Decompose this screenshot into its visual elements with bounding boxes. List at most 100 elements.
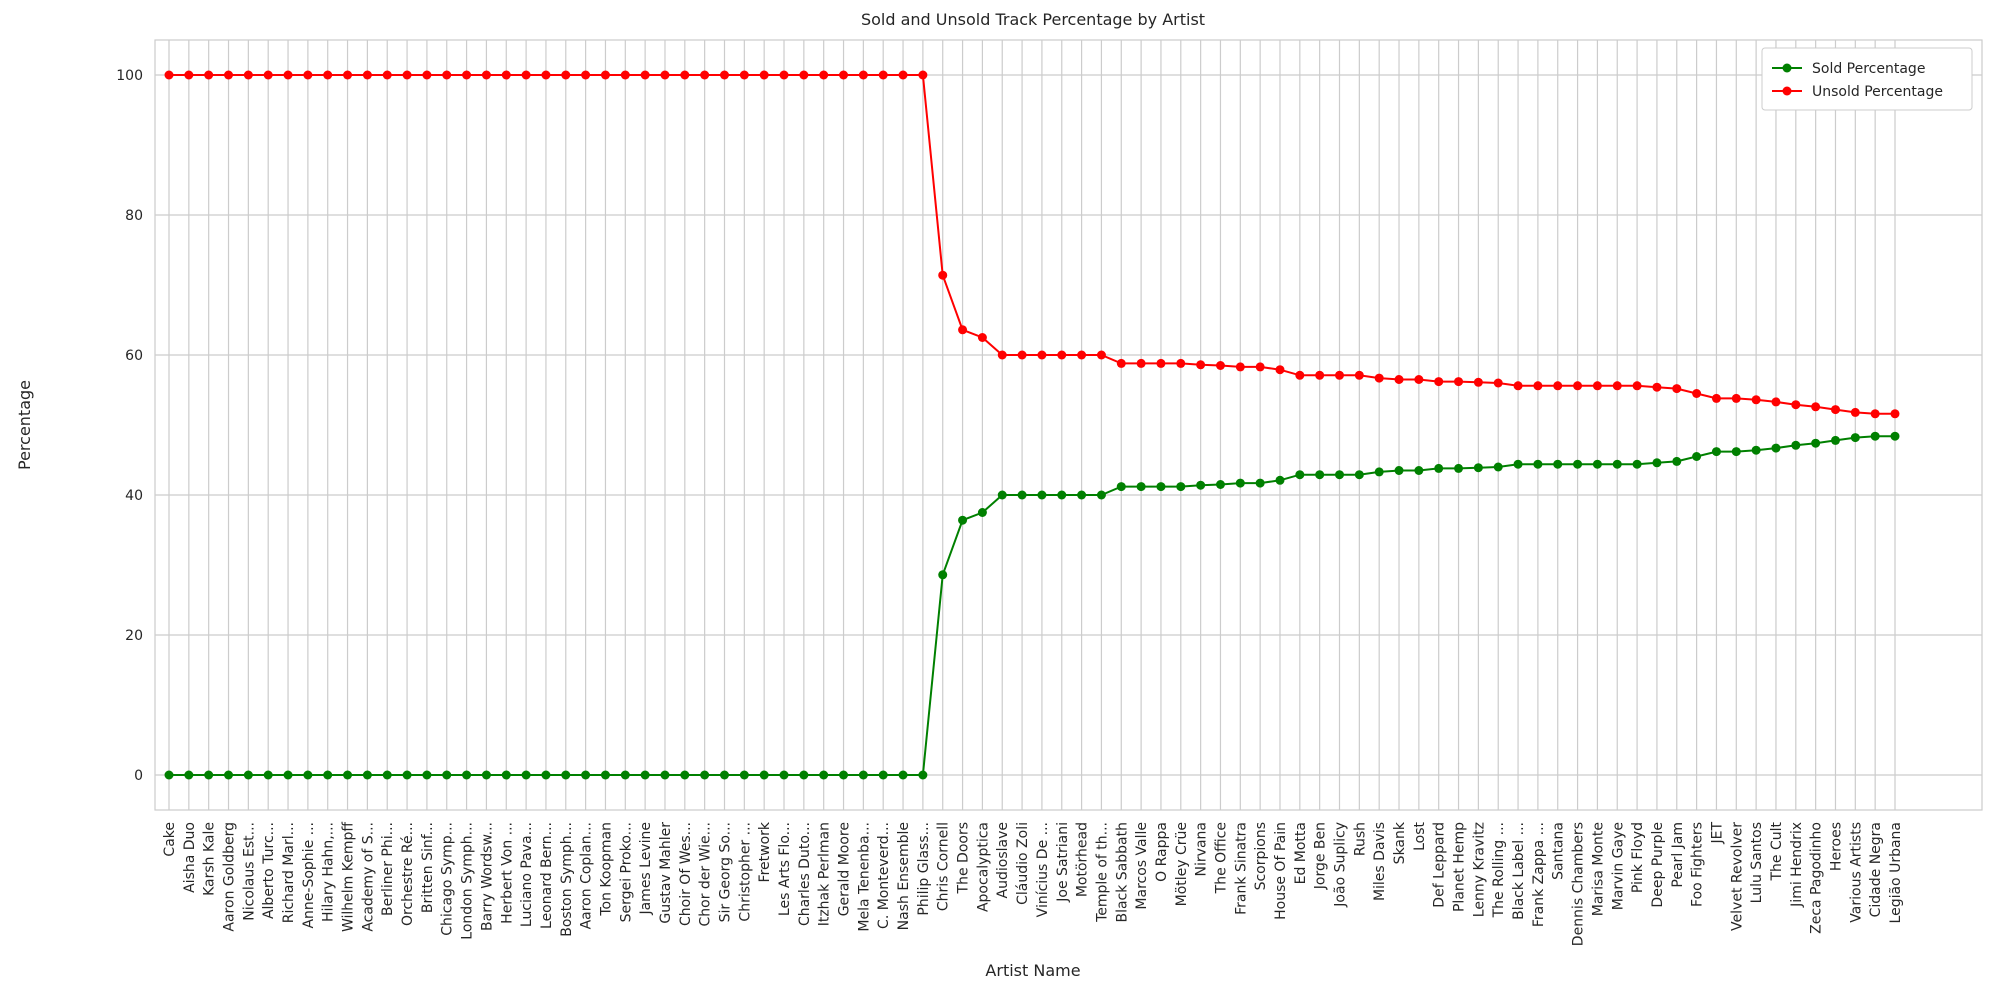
x-tick-label: James Levine [638, 822, 654, 916]
data-point [1791, 400, 1801, 410]
data-point [1017, 350, 1027, 360]
data-point [442, 770, 452, 780]
data-point [1434, 463, 1444, 473]
data-point [541, 770, 551, 780]
x-tick-label: Richard Marl... [281, 822, 297, 923]
data-point [1196, 360, 1206, 370]
x-tick-label: Barry Wordsw... [479, 822, 495, 931]
data-point [1057, 490, 1067, 500]
x-tick-label: Legião Urbana [1888, 822, 1904, 923]
legend-marker [1782, 86, 1792, 96]
data-point [1374, 467, 1384, 477]
data-point [977, 333, 987, 342]
data-point [779, 770, 789, 780]
data-point [1592, 459, 1602, 469]
legend-label: Sold Percentage [1812, 61, 1925, 77]
data-point [1275, 365, 1285, 375]
data-point [1096, 350, 1106, 360]
data-point [719, 70, 729, 80]
data-point [1652, 458, 1662, 468]
data-point [283, 70, 293, 80]
data-point [1830, 405, 1840, 415]
data-point [1731, 393, 1741, 403]
data-point [1751, 395, 1761, 405]
data-point [1890, 431, 1900, 441]
x-tick-label: Scorpions [1253, 822, 1269, 890]
x-tick-label: Charles Duto... [797, 822, 813, 926]
x-tick-label: Orchestre Ré... [400, 822, 416, 926]
data-point [1850, 433, 1860, 443]
data-point [1077, 350, 1087, 360]
data-point [462, 70, 472, 80]
data-point [243, 70, 253, 80]
data-point [1751, 445, 1761, 455]
data-point [1156, 482, 1166, 492]
data-point [1692, 389, 1702, 398]
data-point [1354, 470, 1364, 480]
data-point [1672, 456, 1682, 466]
data-point [164, 770, 174, 780]
y-tick-label: 100 [116, 68, 143, 84]
data-point [561, 70, 571, 80]
data-point [1116, 482, 1126, 492]
x-tick-label: Frank Sinatra [1233, 822, 1249, 915]
data-point [362, 70, 372, 80]
x-tick-label: Cláudio Zoli [1015, 822, 1031, 905]
data-point [1850, 407, 1860, 417]
x-tick-label: Rush [1352, 822, 1368, 856]
x-tick-label: Black Sabbath [1114, 822, 1130, 923]
data-point [1255, 478, 1265, 488]
y-tick-label: 0 [134, 768, 143, 784]
data-point [1255, 362, 1265, 372]
x-tick-label: Marisa Monte [1590, 822, 1606, 916]
data-point [1652, 382, 1662, 392]
data-point [1136, 482, 1146, 492]
data-point [1731, 447, 1741, 457]
data-point [1176, 358, 1186, 368]
data-point [501, 770, 511, 780]
data-point [1394, 375, 1404, 384]
x-tick-label: Black Label ... [1511, 822, 1527, 920]
x-tick-label: Gerald Moore [837, 822, 853, 916]
x-tick-label: Velvet Revolver [1729, 822, 1745, 931]
x-tick-label: Motörhead [1075, 822, 1091, 897]
data-point [1890, 409, 1900, 419]
data-point [1374, 373, 1384, 383]
data-point [1553, 459, 1563, 469]
x-tick-label: Skank [1392, 821, 1408, 864]
x-tick-label: Academy of S... [360, 822, 376, 932]
x-tick-label: Dennis Chambers [1571, 822, 1587, 946]
x-tick-label: Aaron Goldberg [222, 822, 238, 932]
data-point [997, 490, 1007, 500]
x-tick-label: Lulu Santos [1749, 822, 1765, 903]
data-point [1354, 370, 1364, 380]
plot-frame [154, 39, 1983, 811]
x-tick-label: Britten Sinf... [420, 822, 436, 913]
x-tick-label: Berliner Phi... [380, 822, 396, 916]
x-tick-label: Nash Ensemble [896, 822, 912, 930]
data-point [362, 770, 372, 780]
data-point [1771, 443, 1781, 453]
data-point [938, 570, 948, 580]
x-tick-label: Les Arts Flo... [777, 822, 793, 916]
data-point [878, 70, 888, 80]
data-point [878, 770, 888, 780]
data-point [660, 70, 670, 80]
data-point [303, 70, 313, 80]
data-point [1870, 409, 1880, 419]
data-point [620, 70, 630, 80]
data-point [422, 770, 432, 780]
x-tick-label: Itzhak Perlman [817, 822, 833, 926]
data-point [1295, 470, 1305, 480]
data-point [620, 770, 630, 780]
data-point [1156, 358, 1166, 368]
data-point [839, 70, 849, 80]
data-point [600, 70, 610, 80]
data-point [759, 70, 769, 80]
data-point [402, 70, 412, 80]
data-point [1275, 475, 1285, 485]
data-point [1116, 358, 1126, 368]
x-tick-label: Vinícius De ... [1035, 822, 1051, 917]
data-point [600, 770, 610, 780]
x-tick-label: O Rappa [1154, 822, 1170, 882]
